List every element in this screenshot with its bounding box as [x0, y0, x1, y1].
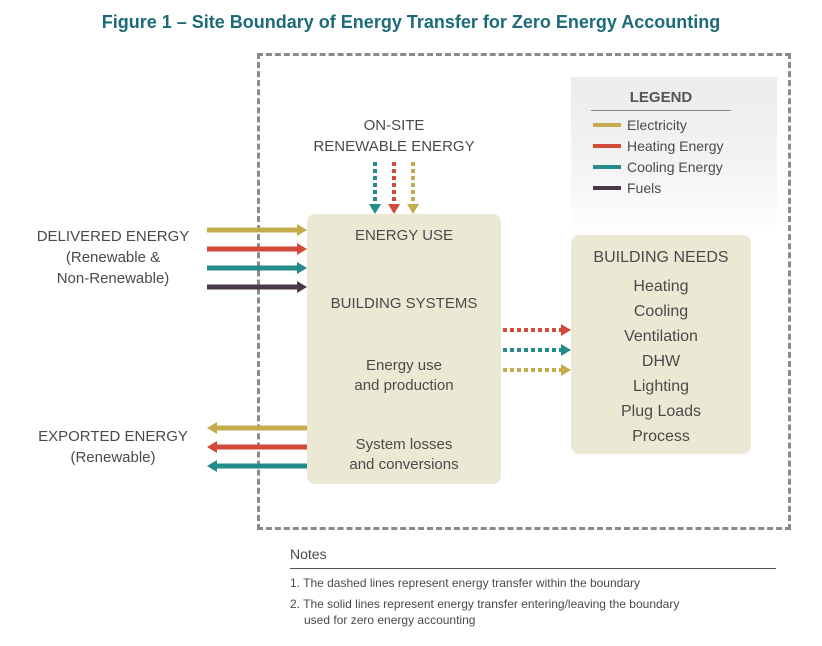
note-2: 2. The solid lines represent energy tran… [290, 597, 680, 611]
onsite-arrows [369, 162, 419, 214]
arrowhead [561, 344, 571, 356]
losses-line2: and conversions [349, 456, 459, 473]
note-2-continued: used for zero energy accounting [304, 613, 476, 627]
legend-item-cooling: Cooling Energy [593, 157, 723, 177]
need-item: Plug Loads [620, 403, 702, 420]
legend-label: Heating Energy [627, 138, 724, 154]
legend-item-fuels: Fuels [593, 178, 661, 198]
exported-arrows [207, 422, 307, 472]
exported-label: EXPORTED ENERGY (Renewable) [20, 426, 206, 468]
arrowhead [297, 281, 307, 293]
note-1: 1. The dashed lines represent energy tra… [290, 576, 640, 590]
delivered-arrows [207, 224, 307, 293]
legend: LEGEND Electricity Heating Energy Coolin… [571, 77, 777, 235]
arrowhead [297, 243, 307, 255]
arrowhead [369, 204, 381, 214]
electricity-swatch [593, 123, 621, 127]
legend-title: LEGEND [629, 89, 693, 106]
arrowhead [297, 224, 307, 236]
onsite-line1: ON-SITE [363, 117, 425, 134]
building-needs-box: BUILDING NEEDS Heating Cooling Ventilati… [571, 235, 751, 454]
production-line1: Energy use [366, 357, 442, 374]
delivered-line2: (Renewable & [65, 249, 161, 266]
onsite-label: ON-SITE RENEWABLE ENERGY [300, 115, 488, 157]
legend-label: Electricity [627, 117, 687, 133]
notes-divider [290, 568, 776, 569]
need-item: Lighting [632, 378, 690, 395]
arrowhead [561, 364, 571, 376]
legend-divider [591, 110, 731, 111]
need-item: Process [632, 428, 690, 445]
legend-label: Cooling Energy [627, 159, 723, 175]
building-needs-list: Heating Cooling Ventilation DHW Lighting… [571, 274, 751, 449]
notes-title: Notes [290, 546, 327, 562]
delivered-line3: Non-Renewable) [56, 270, 170, 287]
legend-item-heating: Heating Energy [593, 136, 724, 156]
site-boundary [257, 53, 791, 530]
arrowhead [207, 422, 217, 434]
losses-line1: System losses [355, 436, 453, 453]
exported-line1: EXPORTED ENERGY [38, 428, 188, 445]
arrowhead [407, 204, 419, 214]
need-item: Cooling [633, 303, 689, 320]
arrowhead [207, 460, 217, 472]
need-item: Ventilation [624, 328, 698, 345]
need-item: Heating [633, 278, 689, 295]
production-line2: and production [354, 377, 454, 394]
building-systems-heading: BUILDING SYSTEMS [330, 295, 478, 312]
legend-item-electricity: Electricity [593, 115, 687, 135]
onsite-line2: RENEWABLE ENERGY [313, 138, 475, 155]
heating-swatch [593, 144, 621, 148]
arrowhead [297, 262, 307, 274]
arrowhead [561, 324, 571, 336]
legend-label: Fuels [627, 180, 662, 196]
delivered-line1: DELIVERED ENERGY [36, 228, 190, 245]
cooling-swatch [593, 165, 621, 169]
figure-title: Figure 1 – Site Boundary of Energy Trans… [101, 12, 721, 32]
energy-use-heading: ENERGY USE [354, 227, 454, 244]
internal-arrows [503, 324, 571, 376]
arrowhead [388, 204, 400, 214]
arrowhead [207, 441, 217, 453]
building-needs-title: BUILDING NEEDS [593, 249, 729, 266]
delivered-label: DELIVERED ENERGY (Renewable & Non-Renewa… [20, 226, 206, 289]
exported-line2: (Renewable) [70, 449, 156, 466]
building-systems-box: ENERGY USE BUILDING SYSTEMS Energy use a… [307, 214, 501, 484]
fuels-swatch [593, 186, 621, 190]
need-item: DHW [641, 353, 681, 370]
